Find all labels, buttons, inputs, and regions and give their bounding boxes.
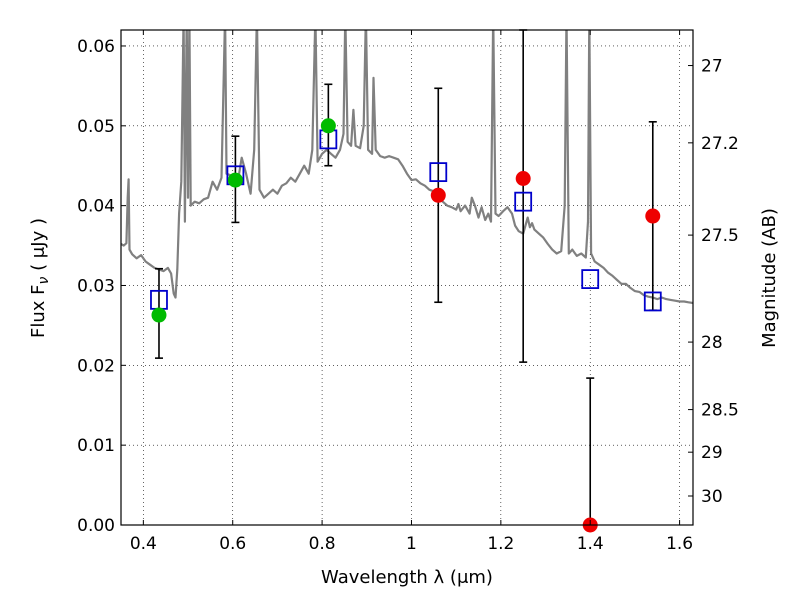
x-tick-label: 1 — [406, 534, 417, 554]
y-tick-label: 0.03 — [77, 276, 115, 296]
mag-tick-label: 29 — [701, 443, 723, 463]
x-tick-label: 1.4 — [577, 534, 604, 554]
x-axis-label: Wavelength λ (μm) — [321, 567, 493, 588]
x-tick-label: 0.6 — [219, 534, 246, 554]
y-tick-label: 0.00 — [77, 516, 115, 536]
y-axis-label: Flux Fν ( μJy ) — [28, 218, 52, 338]
red-data-point — [515, 171, 531, 186]
y-axis-label-sub: ν — [36, 276, 52, 284]
green-data-point — [151, 307, 167, 323]
y-axis-label-unit: ( μJy ) — [28, 218, 49, 277]
x-tick-label: 0.8 — [309, 534, 336, 554]
y-axis-label-main: Flux F — [28, 284, 49, 338]
model-box-point — [643, 291, 662, 312]
green-data-point — [320, 118, 336, 134]
x-tick-label: 1.6 — [666, 534, 693, 554]
y-tick-label: 0.05 — [77, 117, 115, 137]
green-data-point — [227, 172, 243, 188]
mag-tick-label: 30 — [701, 487, 723, 507]
y-tick-label: 0.01 — [77, 436, 115, 456]
plot-background — [121, 30, 693, 525]
point-layer — [151, 118, 661, 533]
mag-tick-label: 28 — [701, 333, 723, 353]
spectrum-layer — [121, 30, 693, 305]
y-tick-label: 0.04 — [77, 197, 115, 217]
x-tick-label: 0.4 — [130, 534, 157, 554]
mag-tick-label: 27.5 — [701, 226, 739, 246]
spectrum-line — [121, 30, 693, 305]
mag-tick-label: 28.5 — [701, 401, 739, 421]
red-data-point — [645, 208, 661, 224]
red-data-point — [430, 187, 446, 203]
model-box-point — [429, 162, 448, 183]
x-tick-label: 1.2 — [487, 534, 514, 554]
right-axis-label: Magnitude (AB) — [759, 208, 780, 348]
tick-layer: 0.4 0.6 0.8 1 1.2 1.4 1.6 0.00 0.01 0.02 0.03 0.04 0… — [77, 30, 739, 554]
model-box-point — [514, 191, 533, 212]
y-tick-label: 0.06 — [77, 37, 115, 57]
mag-tick-label: 27.2 — [701, 134, 739, 154]
model-box-point — [581, 269, 600, 289]
plot-frame — [120, 29, 694, 526]
y-tick-label: 0.02 — [77, 356, 115, 376]
mag-tick-label: 27 — [701, 57, 723, 77]
